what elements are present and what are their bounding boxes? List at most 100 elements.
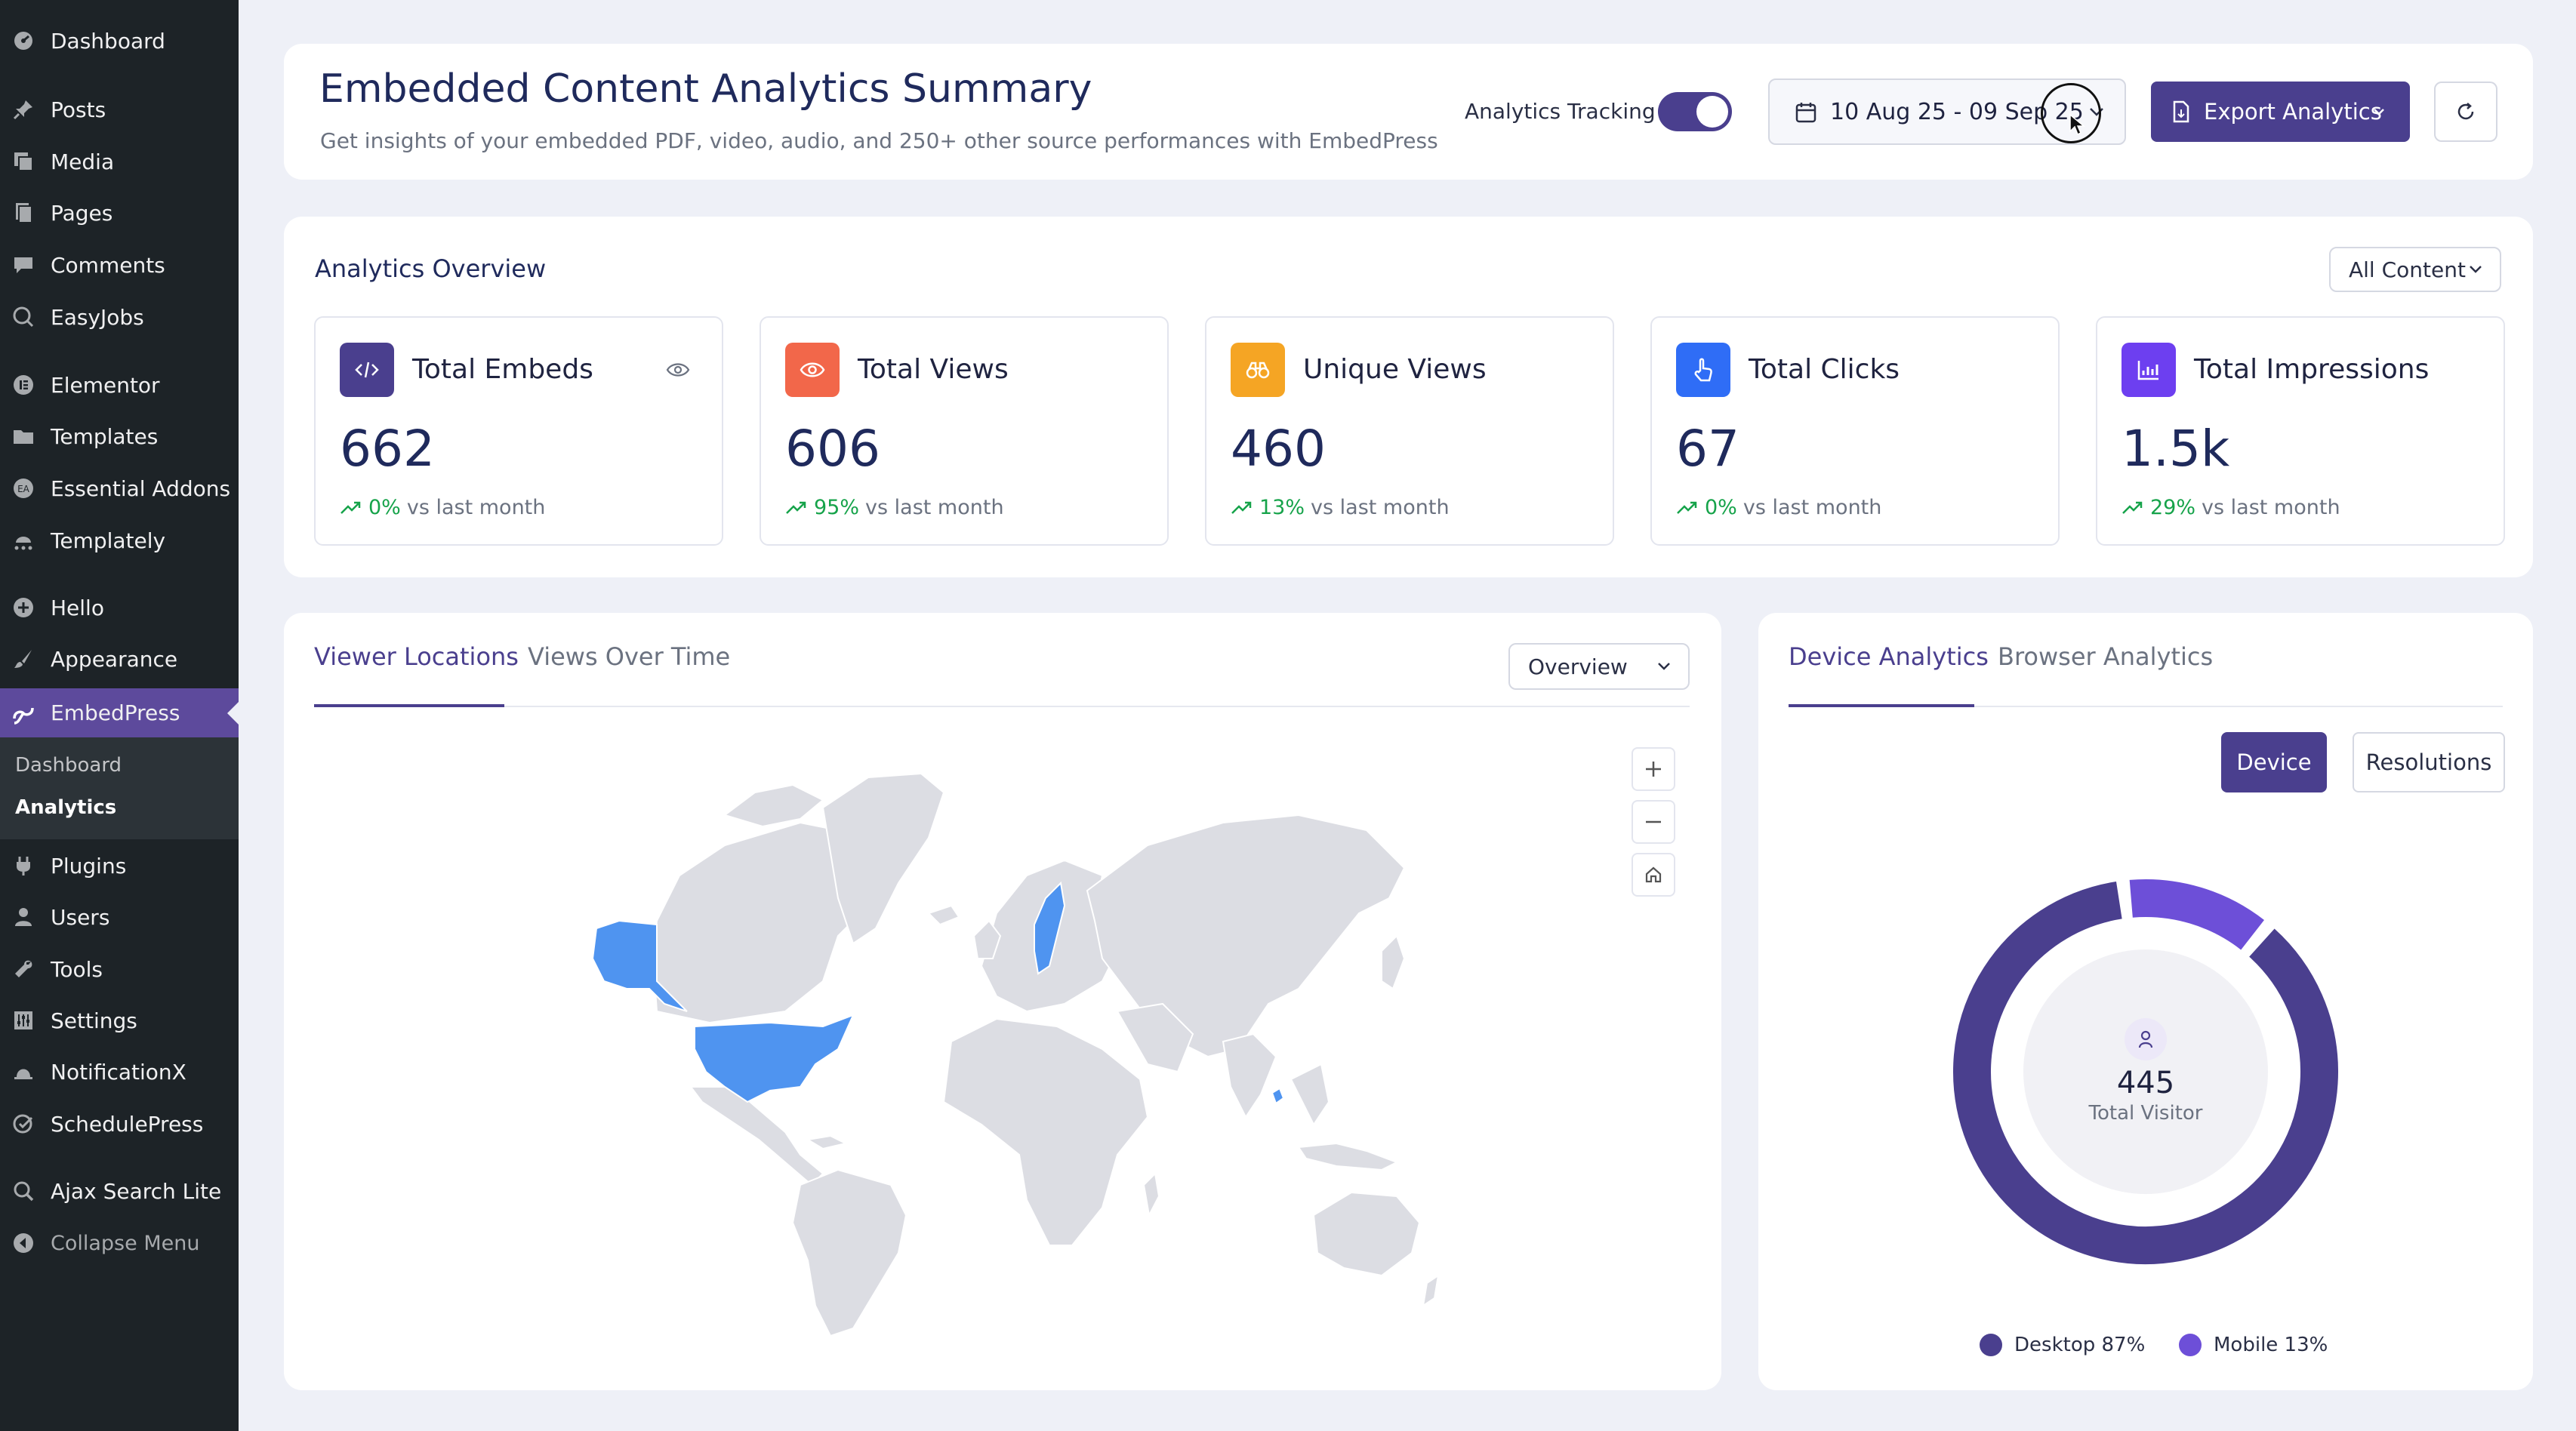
total-visitor-value: 445 [2116,1066,2175,1100]
metric-value: 460 [1231,420,1326,478]
sidebar-item-media[interactable]: Media [0,139,239,184]
world-map[interactable] [574,762,1442,1336]
sidebar-item-label: Pages [51,200,113,226]
map-region-sweden [1034,881,1066,975]
metric-card-total-impressions: Total Impressions 1.5k 29% vs last month [2096,316,2505,546]
metric-change-percent: 13% [1259,496,1305,519]
tab-device-analytics[interactable]: Device Analytics [1789,642,1989,671]
tab-viewer-locations[interactable]: Viewer Locations [314,642,519,671]
sidebar-item-label: Posts [51,97,106,122]
sidebar-item-embedpress[interactable]: EmbedPress [0,688,239,737]
collapse-icon [11,1230,36,1256]
sidebar-item-label: EmbedPress [51,700,180,725]
map-region-bangladesh [1271,1087,1285,1105]
page-title: Embedded Content Analytics Summary [319,66,1092,112]
search-icon [11,1178,36,1204]
sidebar-item-label: SchedulePress [51,1111,204,1137]
sidebar-item-appearance[interactable]: Appearance [0,636,239,682]
elementor-icon [11,372,36,398]
user-icon [11,904,36,930]
metric-value: 606 [785,420,880,478]
zoom-out-button[interactable] [1632,800,1675,844]
sidebar-item-templates[interactable]: Templates [0,414,239,459]
eye-icon[interactable] [666,362,690,378]
metric-change: 95% vs last month [785,496,1004,519]
locations-view-select[interactable]: Overview [1508,643,1690,690]
sidebar-item-label: Plugins [51,853,127,879]
sidebar-item-dashboard[interactable]: Dashboard [0,18,239,63]
sidebar-item-posts[interactable]: Posts [0,87,239,132]
admin-sidebar: Dashboard Posts Media Pages Comments Eas… [0,0,239,1431]
metric-change-suffix: vs last month [1742,496,1882,519]
sidebar-item-essential-addons[interactable]: EA Essential Addons [0,466,239,511]
pages-icon [11,200,36,226]
metric-change-suffix: vs last month [406,496,546,519]
content-filter-select[interactable]: All Content [2329,247,2501,292]
tab-divider [1789,706,2503,707]
map-region-united-states [694,1014,855,1103]
tab-active-underline [1789,704,1974,707]
toggle-knob [1696,96,1728,128]
visitor-icon [2125,1018,2167,1060]
map-home-button[interactable] [1632,853,1675,897]
device-button[interactable]: Device [2221,732,2327,792]
refresh-icon [2457,103,2474,120]
map-region-alaska [591,919,688,1012]
refresh-button[interactable] [2434,82,2497,142]
analytics-overview-title: Analytics Overview [315,254,547,283]
export-analytics-label: Export Analytics [2204,99,2382,125]
sidebar-item-templately[interactable]: Templately [0,518,239,563]
donut-segment-desktop[interactable] [1953,882,2338,1264]
plugin-icon [11,853,36,879]
folder-icon [11,423,36,449]
zoom-in-button[interactable] [1632,747,1675,791]
plus-icon [1646,762,1661,777]
binoculars-icon [1231,343,1285,397]
submenu-item-analytics[interactable]: Analytics [15,796,117,819]
metric-change: 29% vs last month [2122,496,2340,519]
tab-views-over-time[interactable]: Views Over Time [528,642,731,671]
legend-dot [2179,1334,2202,1356]
essential-addons-icon: EA [11,475,36,501]
sidebar-item-label: Users [51,904,110,930]
export-analytics-button[interactable]: Export Analytics [2151,82,2410,142]
sidebar-item-ajax-search-lite[interactable]: Ajax Search Lite [0,1168,239,1214]
metric-change-suffix: vs last month [2202,496,2340,519]
sidebar-item-notificationx[interactable]: NotificationX [0,1049,239,1094]
trend-up-icon [1231,501,1252,514]
sidebar-item-elementor[interactable]: Elementor [0,362,239,408]
sidebar-item-settings[interactable]: Settings [0,998,239,1043]
donut-inner-circle [2023,949,2268,1194]
home-icon [1645,866,1662,883]
collapse-menu-button[interactable]: Collapse Menu [0,1220,239,1266]
sidebar-item-hello[interactable]: Hello [0,585,239,630]
sidebar-item-plugins[interactable]: Plugins [0,843,239,888]
sidebar-item-easyjobs[interactable]: EasyJobs [0,294,239,340]
sidebar-item-users[interactable]: Users [0,894,239,940]
dashboard-icon [11,28,36,54]
submenu-item-dashboard[interactable]: Dashboard [15,754,122,777]
resolutions-button[interactable]: Resolutions [2353,732,2505,792]
sidebar-item-schedulepress[interactable]: SchedulePress [0,1101,239,1146]
minus-icon [1646,820,1661,823]
eye-icon [785,343,840,397]
chevron-down-icon [2470,266,2482,273]
trend-up-icon [1677,501,1697,514]
sidebar-item-label: Templately [51,528,166,553]
donut-segment-mobile[interactable] [2129,879,2264,950]
tab-browser-analytics[interactable]: Browser Analytics [1998,642,2214,671]
legend-label: Mobile 13% [2214,1334,2328,1356]
code-icon [340,343,394,397]
sidebar-item-comments[interactable]: Comments [0,242,239,288]
sidebar-item-label: Comments [51,252,165,278]
metric-change-percent: 0% [368,496,401,519]
sidebar-item-pages[interactable]: Pages [0,190,239,235]
export-file-icon [2173,100,2189,123]
collapse-menu-label: Collapse Menu [51,1231,200,1255]
analytics-tracking-toggle[interactable] [1658,92,1732,131]
sidebar-item-tools[interactable]: Tools [0,946,239,992]
sidebar-item-label: Media [51,149,115,174]
schedule-icon [11,1111,36,1137]
map-region-south-america [791,1168,907,1336]
sidebar-item-label: Elementor [51,372,160,398]
